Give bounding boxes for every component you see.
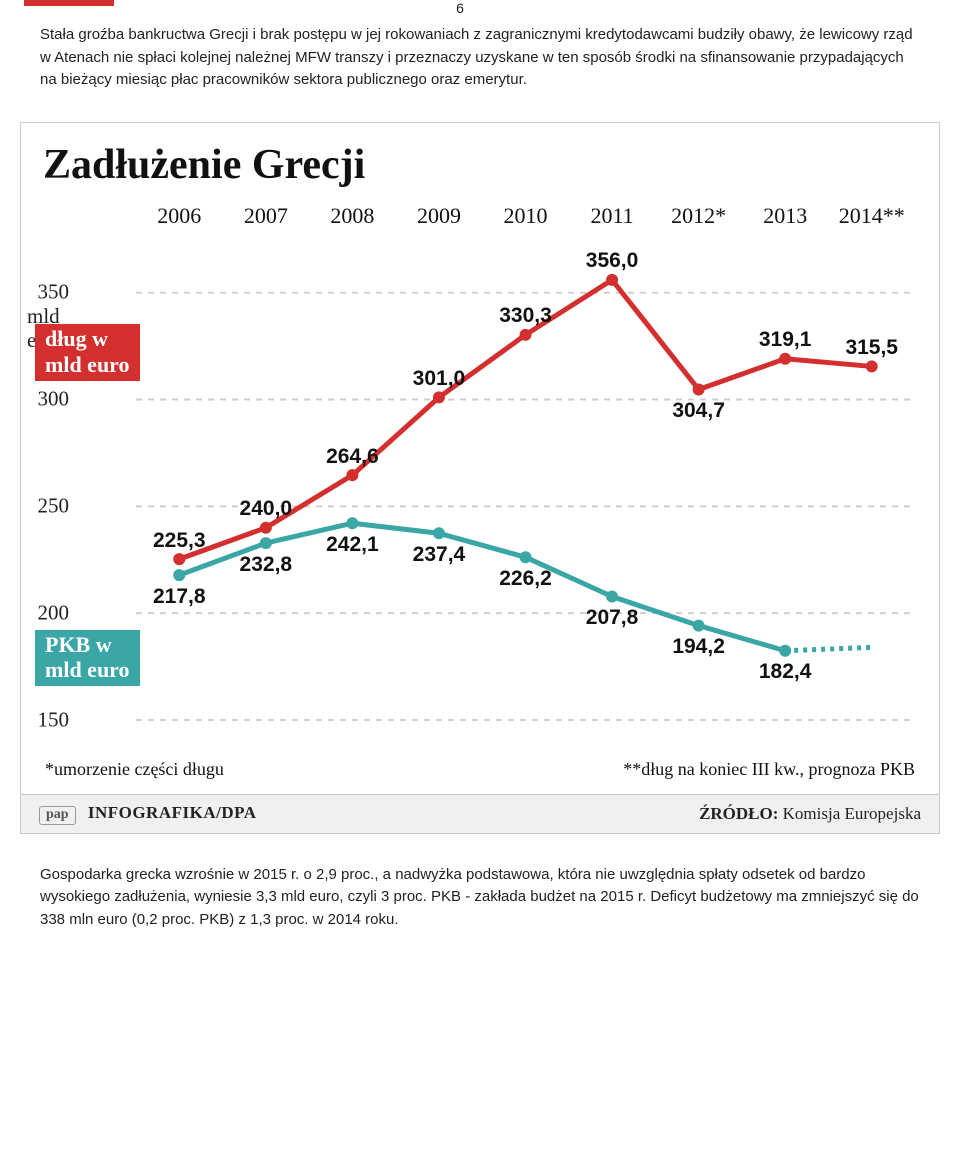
year-label: 2007 bbox=[223, 203, 310, 229]
chart-plot-area: 2006200720082009201020112012*20132014** … bbox=[21, 195, 939, 755]
data-point-label: 315,5 bbox=[845, 336, 898, 360]
page-number: 6 bbox=[0, 0, 920, 16]
series-label-debt: dług wmld euro bbox=[35, 324, 140, 381]
chart-footnotes: *umorzenie części długu **dług na koniec… bbox=[21, 755, 939, 794]
data-point-label: 226,2 bbox=[499, 567, 552, 591]
footer-right-label: ŹRÓDŁO: bbox=[699, 804, 778, 823]
footer-left-text: INFOGRAFIKA/DPA bbox=[88, 803, 257, 822]
outro-paragraph: Gospodarka grecka wzrośnie w 2015 r. o 2… bbox=[0, 854, 960, 952]
intro-paragraph: Stała groźba bankructwa Grecji i brak po… bbox=[0, 16, 960, 112]
data-point-label: 356,0 bbox=[586, 249, 639, 273]
footer-right: ŹRÓDŁO: Komisja Europejska bbox=[699, 804, 921, 824]
chart-title: Zadłużenie Grecji bbox=[21, 123, 939, 195]
year-label: 2010 bbox=[482, 203, 569, 229]
data-point-label: 240,0 bbox=[240, 497, 293, 521]
y-tick-label: 150 bbox=[21, 707, 69, 732]
data-point-label: 207,8 bbox=[586, 606, 639, 630]
data-point-label: 225,3 bbox=[153, 529, 206, 553]
page-root: 6 Stała groźba bankructwa Grecji i brak … bbox=[0, 0, 960, 951]
x-axis-years: 2006200720082009201020112012*20132014** bbox=[21, 195, 939, 229]
data-point-label: 301,0 bbox=[413, 367, 466, 391]
year-label: 2014** bbox=[829, 203, 916, 229]
year-label: 2009 bbox=[396, 203, 483, 229]
y-tick-label: 250 bbox=[21, 493, 69, 518]
data-point-label: 304,7 bbox=[672, 399, 725, 423]
data-point-label: 194,2 bbox=[672, 635, 725, 659]
year-label: 2013 bbox=[742, 203, 829, 229]
footnote-right: **dług na koniec III kw., prognoza PKB bbox=[623, 759, 915, 780]
data-point-label: 182,4 bbox=[759, 660, 812, 684]
year-label: 2012* bbox=[655, 203, 742, 229]
year-label: 2006 bbox=[136, 203, 223, 229]
data-point-label: 237,4 bbox=[413, 543, 466, 567]
chart-footer: pap INFOGRAFIKA/DPA ŹRÓDŁO: Komisja Euro… bbox=[21, 794, 939, 833]
series-label-gdp: PKB wmld euro bbox=[35, 630, 140, 687]
pap-badge: pap bbox=[39, 806, 76, 825]
data-point-label: 330,3 bbox=[499, 304, 552, 328]
year-label: 2011 bbox=[569, 203, 656, 229]
data-point-label: 242,1 bbox=[326, 533, 379, 557]
y-tick-label: 350 bbox=[21, 280, 69, 305]
footer-right-value: Komisja Europejska bbox=[783, 804, 921, 823]
data-point-label: 264,6 bbox=[326, 445, 379, 469]
year-label: 2008 bbox=[309, 203, 396, 229]
data-point-label: 217,8 bbox=[153, 585, 206, 609]
footnote-left: *umorzenie części długu bbox=[45, 759, 224, 780]
y-tick-label: 200 bbox=[21, 600, 69, 625]
chart-container: Zadłużenie Grecji 2006200720082009201020… bbox=[20, 122, 940, 834]
data-point-label: 319,1 bbox=[759, 328, 812, 352]
data-point-label: 232,8 bbox=[240, 553, 293, 577]
plot-region: 225,3 240,0 264,6 301,0 330,3 356,0 304,7 319,1… bbox=[136, 250, 915, 720]
footer-left: pap INFOGRAFIKA/DPA bbox=[39, 803, 257, 825]
y-tick-label: 300 bbox=[21, 387, 69, 412]
